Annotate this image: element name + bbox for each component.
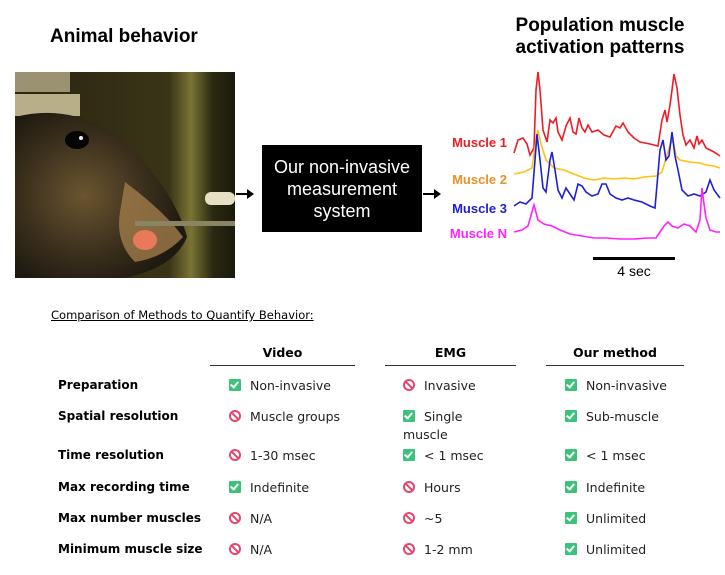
muscle-label-3: Muscle 3 xyxy=(452,201,507,216)
cell-text: N/A xyxy=(250,511,273,526)
system-line1: Our non-invasive xyxy=(273,156,411,177)
cell-text: 1-2 mm xyxy=(424,542,473,557)
arrow-to-traces xyxy=(423,189,441,199)
trace-muscle-3 xyxy=(513,131,721,210)
prohibited-icon xyxy=(403,512,415,524)
cell-text: Hours xyxy=(424,480,461,495)
muscle-label-1: Muscle 1 xyxy=(452,135,507,150)
prohibited-icon xyxy=(229,449,241,461)
cell-our-method: Sub-muscle xyxy=(565,408,700,426)
check-icon xyxy=(565,379,577,391)
arrow-to-system xyxy=(236,189,254,199)
check-icon xyxy=(565,543,577,555)
cell-text: Non-invasive xyxy=(586,378,667,393)
muscle-label-n: Muscle N xyxy=(449,226,507,241)
cell-text: < 1 msec xyxy=(424,448,484,463)
column-header-emg: EMG xyxy=(385,345,516,366)
prohibited-icon xyxy=(403,481,415,493)
cell-video: 1-30 msec xyxy=(229,447,364,465)
check-icon xyxy=(565,410,577,422)
cell-our-method: Unlimited xyxy=(565,510,700,528)
column-header-our-method: Our method xyxy=(546,345,684,366)
muscle-traces xyxy=(513,71,721,240)
check-icon xyxy=(229,379,241,391)
cell-text: Invasive xyxy=(424,378,476,393)
cell-text: Sub-muscle xyxy=(586,409,659,424)
prohibited-icon xyxy=(229,410,241,422)
cell-our-method: Indefinite xyxy=(565,479,700,497)
row-label: Minimum muscle size xyxy=(58,542,203,556)
cell-video: Muscle groups xyxy=(229,408,364,426)
cell-text: ~5 xyxy=(424,511,443,526)
system-line3: system xyxy=(313,200,371,221)
cell-emg: Single muscle xyxy=(403,408,498,444)
row-label: Spatial resolution xyxy=(58,409,179,423)
comparison-title: Comparison of Methods to Quantify Behavi… xyxy=(51,308,314,322)
cell-text: 1-30 msec xyxy=(250,448,316,463)
prohibited-icon xyxy=(229,512,241,524)
cell-video: N/A xyxy=(229,510,364,528)
check-icon xyxy=(565,481,577,493)
cell-video: Indefinite xyxy=(229,479,364,497)
prohibited-icon xyxy=(403,543,415,555)
check-icon xyxy=(403,449,415,461)
measurement-system-box: Our non-invasive measurement system xyxy=(262,145,422,232)
cell-emg: Invasive xyxy=(403,377,498,395)
row-label: Time resolution xyxy=(58,448,164,462)
cell-emg: ~5 xyxy=(403,510,498,528)
animal-behavior-title: Animal behavior xyxy=(50,26,198,47)
cell-emg: < 1 msec xyxy=(403,447,498,465)
population-title: Population muscle activation patterns xyxy=(480,15,720,59)
trace-muscle-n xyxy=(513,187,720,240)
population-title-line1: Population muscle xyxy=(515,15,685,36)
cell-emg: Hours xyxy=(403,479,498,497)
column-header-video: Video xyxy=(210,345,355,366)
row-label: Preparation xyxy=(58,378,139,392)
scale-bar xyxy=(593,257,675,260)
prohibited-icon xyxy=(403,379,415,391)
cell-text: Unlimited xyxy=(586,542,647,557)
check-icon xyxy=(229,481,241,493)
row-label: Max recording time xyxy=(58,480,190,494)
muscle-label-2: Muscle 2 xyxy=(452,172,507,187)
cell-text: Single muscle xyxy=(403,409,463,442)
cell-our-method: Non-invasive xyxy=(565,377,700,395)
cell-text: N/A xyxy=(250,542,273,557)
cell-our-method: Unlimited xyxy=(565,541,700,559)
cell-video: Non-invasive xyxy=(229,377,364,395)
cell-text: Unlimited xyxy=(586,511,647,526)
mouse-photo xyxy=(15,72,235,278)
check-icon xyxy=(565,449,577,461)
cell-emg: 1-2 mm xyxy=(403,541,498,559)
cell-text: Indefinite xyxy=(586,480,646,495)
trace-muscle-1 xyxy=(513,71,721,158)
row-label: Max number muscles xyxy=(58,511,202,525)
trace-muscle-2 xyxy=(513,129,721,181)
scale-bar-label: 4 sec xyxy=(617,263,651,279)
cell-text: Non-invasive xyxy=(250,378,331,393)
population-title-line2: activation patterns xyxy=(515,37,685,58)
cell-text: < 1 msec xyxy=(586,448,646,463)
cell-our-method: < 1 msec xyxy=(565,447,700,465)
cell-text: Indefinite xyxy=(250,480,310,495)
cell-text: Muscle groups xyxy=(250,409,341,424)
cell-video: N/A xyxy=(229,541,364,559)
check-icon xyxy=(565,512,577,524)
check-icon xyxy=(403,410,415,422)
system-line2: measurement xyxy=(286,178,398,199)
prohibited-icon xyxy=(229,543,241,555)
